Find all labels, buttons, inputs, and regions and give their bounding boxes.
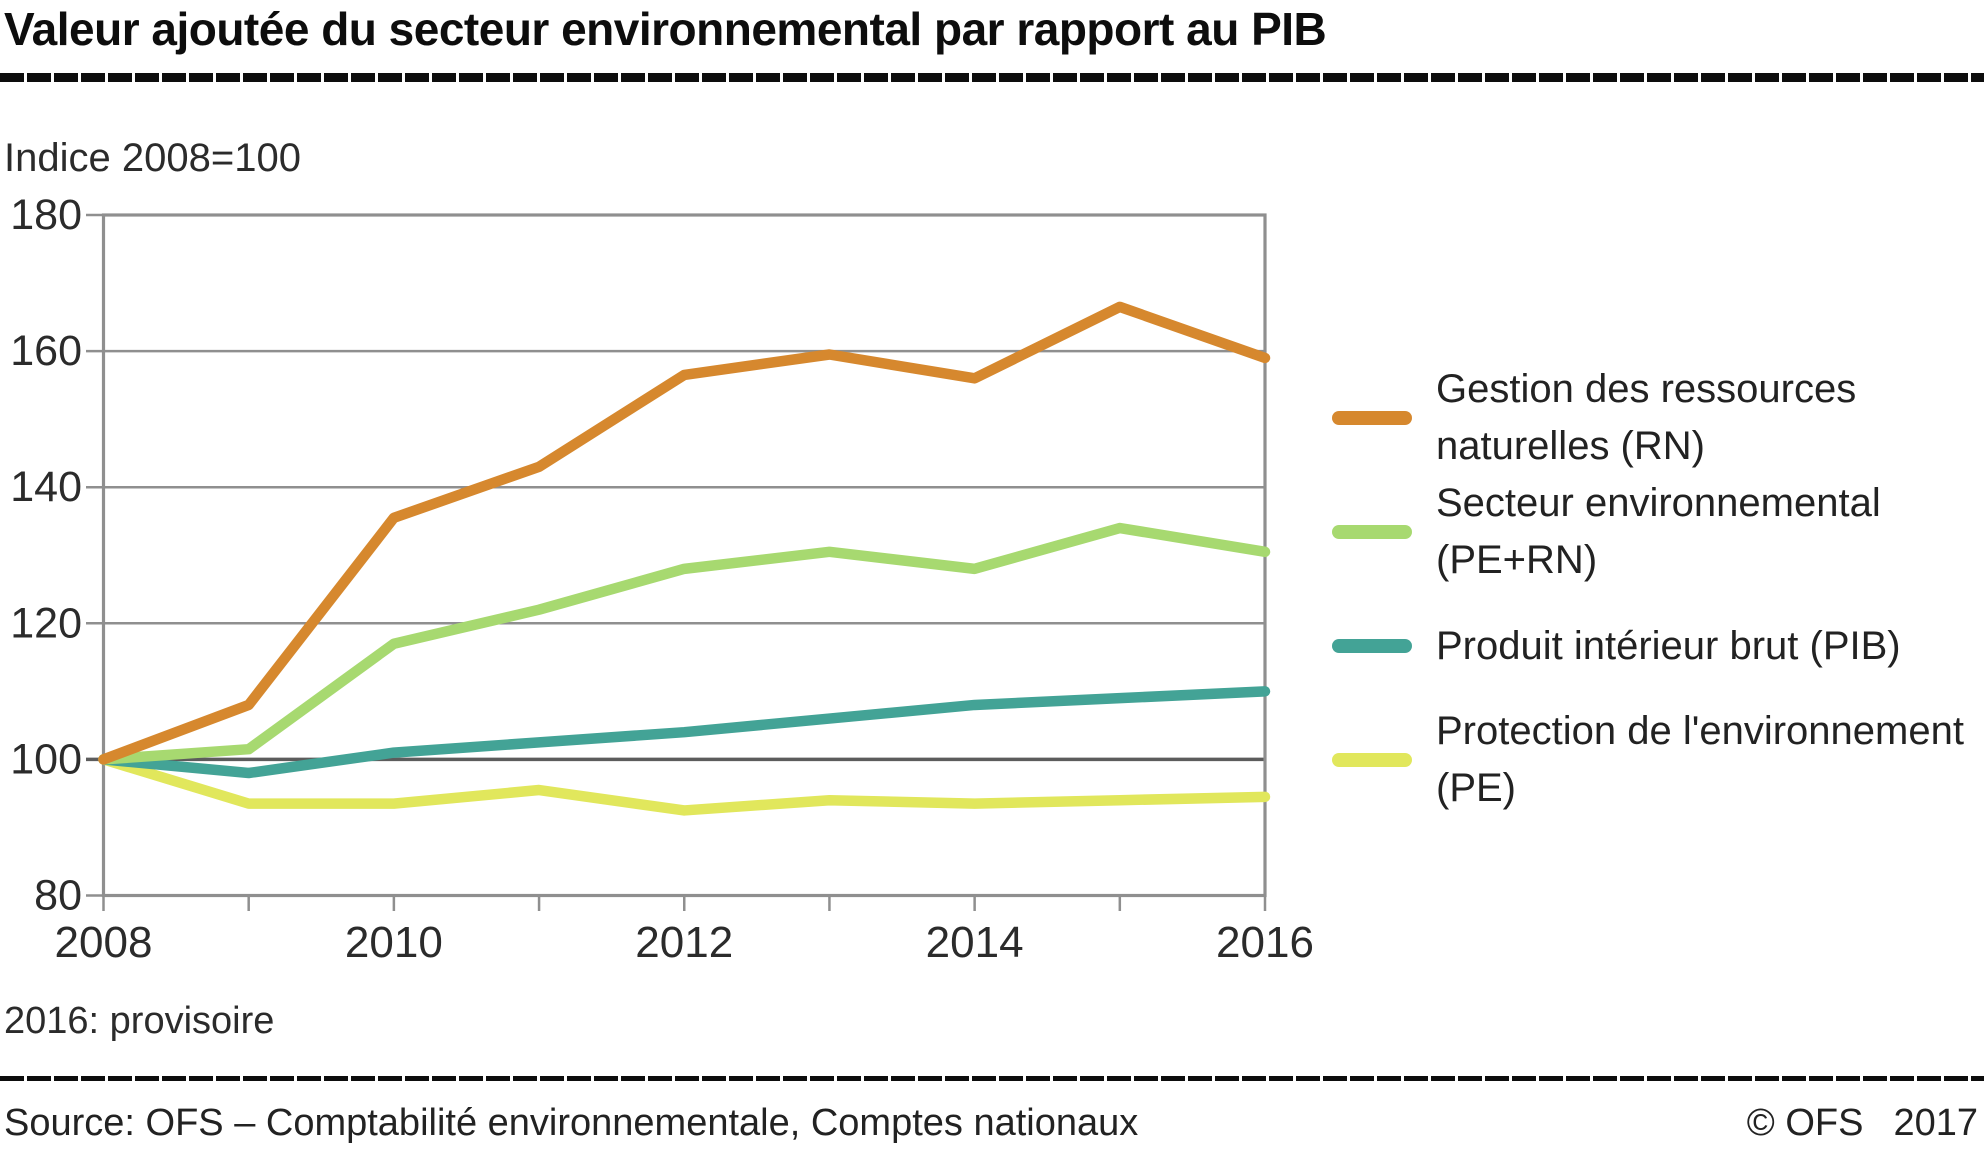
title-divider-rule	[0, 73, 1984, 82]
copyright-text: © OFS 2017	[1747, 1102, 1978, 1145]
y-axis-label: 100	[10, 735, 82, 783]
copyright-year: 2017	[1893, 1102, 1978, 1144]
legend-swatch	[1332, 525, 1412, 539]
x-axis-label: 2014	[926, 918, 1024, 967]
x-axis-label: 2016	[1216, 918, 1314, 967]
series-line	[98, 301, 1271, 765]
axis-unit-label: Indice 2008=100	[4, 136, 301, 180]
source-text: Source: OFS – Comptabilité environnement…	[4, 1102, 1139, 1144]
series-line	[98, 686, 1271, 779]
y-axis-label: 140	[10, 463, 82, 511]
legend-item: Produit intérieur brut (PIB)	[1332, 589, 1981, 703]
y-axis-label: 160	[10, 327, 82, 375]
x-axis-label: 2008	[55, 918, 153, 967]
provisional-note: 2016: provisoire	[4, 1000, 275, 1042]
page-title: Valeur ajoutée du secteur environnementa…	[4, 3, 1327, 55]
x-axis-label: 2010	[345, 918, 443, 967]
legend-label: Secteur environnemental (PE+RN)	[1436, 481, 1881, 582]
legend-item: Secteur environnemental (PE+RN)	[1332, 475, 1981, 589]
legend-label: Gestion des ressources naturelles (RN)	[1436, 367, 1857, 468]
legend-swatch	[1332, 411, 1412, 425]
copyright-ofs: © OFS	[1746, 1102, 1864, 1144]
x-axis-label: 2012	[635, 918, 733, 967]
y-axis-label: 80	[34, 872, 82, 920]
legend-label: Produit intérieur brut (PIB)	[1436, 623, 1901, 668]
legend-swatch	[1332, 639, 1412, 653]
legend-item: Protection de l'environnement (PE)	[1332, 703, 1981, 817]
y-axis-label: 180	[10, 191, 82, 239]
legend-swatch	[1332, 753, 1412, 767]
legend-item: Gestion des ressources naturelles (RN)	[1332, 361, 1981, 475]
footer-divider-rule	[0, 1076, 1984, 1081]
legend-label: Protection de l'environnement (PE)	[1436, 709, 1964, 810]
chart-legend: Gestion des ressources naturelles (RN) Se…	[1332, 361, 1981, 817]
series-line	[98, 754, 1271, 816]
y-axis-label: 120	[10, 599, 82, 647]
series-line	[98, 522, 1271, 765]
